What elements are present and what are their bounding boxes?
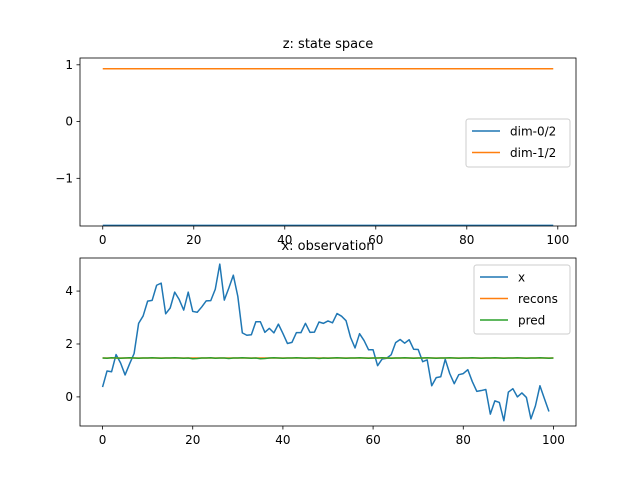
x-tick-label: 80 <box>456 433 471 447</box>
legend-label: dim-1/2 <box>510 146 556 160</box>
legend: x recons pred <box>473 264 571 335</box>
series-line-pred <box>102 356 554 360</box>
x-tick-label: 100 <box>546 233 569 247</box>
y-tick-label: 4 <box>65 284 73 298</box>
legend-label: dim-0/2 <box>510 125 556 139</box>
x-tick-label: 100 <box>542 433 565 447</box>
x-tick-label: 0 <box>99 233 107 247</box>
y-tick-label: −1 <box>55 171 73 185</box>
series-line-x <box>101 263 550 422</box>
x-tick-label: 40 <box>277 233 292 247</box>
series-group <box>101 263 554 422</box>
series-group <box>102 68 554 226</box>
y-tick-label: 1 <box>65 58 73 72</box>
chart-title: z: state space <box>283 37 374 52</box>
y-tick-label: 0 <box>65 115 73 129</box>
x-tick-label: 60 <box>365 433 380 447</box>
legend-frame <box>473 264 571 335</box>
x-tick-label: 60 <box>368 233 383 247</box>
legend-label: recons <box>518 292 558 306</box>
x-tick-label: 20 <box>185 433 200 447</box>
legend-label: pred <box>518 314 545 328</box>
y-tick-label: 2 <box>65 337 73 351</box>
y-tick-label: 0 <box>65 390 73 404</box>
legend-label: x <box>518 271 525 285</box>
x-tick-label: 40 <box>275 433 290 447</box>
x-tick-label: 20 <box>186 233 201 247</box>
legend: dim-0/2 dim-1/2 <box>465 118 571 168</box>
x-tick-label: 80 <box>459 233 474 247</box>
axes-frame <box>79 257 577 427</box>
observation-chart: 0 20 40 60 80 100 0 2 4 x: observation x recons pred <box>65 239 577 447</box>
x-tick-label: 0 <box>99 433 107 447</box>
chart-title: x: observation <box>281 239 374 254</box>
axes-frame <box>79 57 577 227</box>
